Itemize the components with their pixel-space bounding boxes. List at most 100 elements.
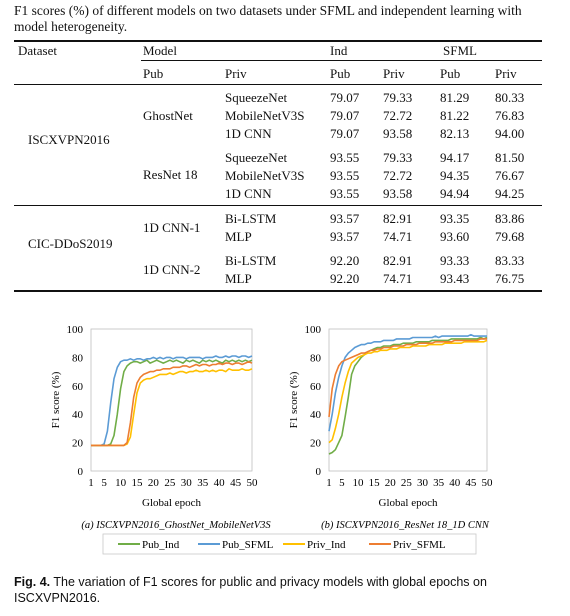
priv-model-name: MLP <box>225 229 252 244</box>
header-priv: Priv <box>225 66 247 81</box>
plot-frame <box>328 328 488 472</box>
header-model: Model <box>143 43 177 58</box>
sfml-priv-value: 80.33 <box>495 90 525 105</box>
header-pub: Pub <box>143 66 164 81</box>
ind-pub-value: 93.55 <box>330 150 360 165</box>
ind-pub-value: 92.20 <box>330 253 360 268</box>
sfml-pub-value: 82.13 <box>440 126 470 141</box>
dataset-separator-rule <box>14 205 542 206</box>
x-tick-label: 5 <box>339 477 345 489</box>
y-tick-label: 60 <box>72 381 84 393</box>
table-caption: F1 scores (%) of different models on two… <box>14 3 522 34</box>
sfml-pub-value: 94.94 <box>440 186 470 201</box>
x-tick-label: 25 <box>401 477 413 489</box>
priv-model-name: SqueezeNet <box>225 150 288 165</box>
dataset-name: ISCXVPN2016 <box>28 132 110 147</box>
x-tick-label: 30 <box>181 477 193 489</box>
dataset-name: CIC-DDoS2019 <box>28 236 113 251</box>
priv-model-name: 1D CNN <box>225 126 272 141</box>
x-tick-label: 20 <box>385 477 397 489</box>
x-tick-label: 45 <box>465 477 477 489</box>
sfml-priv-value: 81.50 <box>495 150 525 165</box>
y-tick-label: 20 <box>72 438 84 450</box>
legend-label: Pub_SFML <box>222 539 274 551</box>
chart-legend: Pub_Ind Pub_SFML Priv_Ind Priv_SFML <box>102 533 477 555</box>
y-axis-label: F1 score (%) <box>288 371 300 428</box>
header-ind-priv: Priv <box>383 66 405 81</box>
ind-pub-value: 93.55 <box>330 168 360 183</box>
header-bottom-rule <box>14 84 542 85</box>
x-tick-label: 30 <box>417 477 429 489</box>
y-tick-label: 100 <box>67 324 84 336</box>
sfml-pub-value: 94.17 <box>440 150 470 165</box>
pub-model-name: 1D CNN-2 <box>143 262 201 277</box>
ind-pub-value: 92.20 <box>330 271 360 286</box>
pub-model-name: ResNet 18 <box>143 167 198 182</box>
pub-model-name: GhostNet <box>143 108 193 123</box>
header-dataset: Dataset <box>18 43 57 58</box>
x-tick-label: 10 <box>353 477 365 489</box>
subcaption-a: (a) ISCXVPN2016_GhostNet_MobileNetV3S <box>81 520 271 531</box>
x-tick-label: 15 <box>132 477 144 489</box>
x-tick-label: 50 <box>247 477 259 489</box>
priv-model-name: 1D CNN <box>225 186 272 201</box>
chart-b: 0 20 40 60 80 100 1 5 10 15 20 25 30 35 40 45 50 Global e… <box>288 324 493 509</box>
ind-priv-value: 79.33 <box>383 90 413 105</box>
y-tick-label: 60 <box>310 381 322 393</box>
sfml-pub-value: 94.35 <box>440 168 470 183</box>
series-line-pub-sfml <box>328 333 487 432</box>
ind-pub-value: 93.57 <box>330 211 360 226</box>
priv-model-name: MobileNetV3S <box>225 168 305 183</box>
ind-priv-value: 74.71 <box>383 271 413 286</box>
sfml-pub-value: 81.22 <box>440 108 470 123</box>
series-line-priv-sfml <box>328 338 487 418</box>
ind-priv-value: 74.71 <box>383 229 413 244</box>
ind-priv-value: 82.91 <box>383 211 413 226</box>
y-tick-label: 0 <box>78 466 84 478</box>
header-sfml: SFML <box>443 43 477 58</box>
legend-label: Pub_Ind <box>142 539 180 551</box>
series-line-priv-ind <box>328 339 488 444</box>
x-tick-label: 40 <box>449 477 461 489</box>
y-tick-label: 40 <box>310 409 322 421</box>
x-tick-label: 20 <box>148 477 160 489</box>
x-axis-label: Global epoch <box>142 497 201 509</box>
legend-label: Priv_Ind <box>307 539 346 551</box>
x-axis-label: Global epoch <box>379 497 438 509</box>
subcaption-b: (b) ISCXVPN2016_ResNet 18_1D CNN <box>321 520 490 531</box>
header-sfml-pub: Pub <box>440 66 461 81</box>
series-line-priv-ind <box>91 367 253 447</box>
priv-model-name: MLP <box>225 271 252 286</box>
y-axis-label: F1 score (%) <box>50 371 62 428</box>
priv-model-name: SqueezeNet <box>225 90 288 105</box>
ind-priv-value: 72.72 <box>383 108 413 123</box>
sfml-priv-value: 94.00 <box>495 126 525 141</box>
y-tick-label: 0 <box>316 466 322 478</box>
figure-caption: Fig. 4. The variation of F1 scores for p… <box>14 574 554 606</box>
sfml-priv-value: 94.25 <box>495 186 525 201</box>
figure-label: Fig. 4. <box>14 575 51 589</box>
x-tick-label: 15 <box>369 477 381 489</box>
ind-pub-value: 79.07 <box>330 126 360 141</box>
sfml-priv-value: 76.67 <box>495 168 525 183</box>
priv-model-name: Bi-LSTM <box>225 253 277 268</box>
x-tick-label: 50 <box>482 477 494 489</box>
sfml-priv-value: 76.75 <box>495 271 525 286</box>
x-tick-label: 40 <box>214 477 226 489</box>
plot-frame <box>90 328 253 472</box>
sfml-pub-value: 93.60 <box>440 229 470 244</box>
series-line-pub-ind <box>328 336 488 455</box>
ind-priv-value: 79.33 <box>383 150 413 165</box>
series-line-pub-ind <box>91 359 253 447</box>
ind-priv-value: 72.72 <box>383 168 413 183</box>
y-tick-label: 80 <box>310 352 322 364</box>
chart-a: 0 20 40 60 80 100 1 5 10 15 20 25 30 35 40 45 50 Global e… <box>50 324 258 509</box>
y-tick-label: 100 <box>305 324 322 336</box>
sfml-pub-value: 93.43 <box>440 271 470 286</box>
pub-model-name: 1D CNN-1 <box>143 220 201 235</box>
priv-model-name: MobileNetV3S <box>225 108 305 123</box>
ind-priv-value: 82.91 <box>383 253 413 268</box>
ind-pub-value: 79.07 <box>330 108 360 123</box>
y-tick-label: 40 <box>72 409 84 421</box>
